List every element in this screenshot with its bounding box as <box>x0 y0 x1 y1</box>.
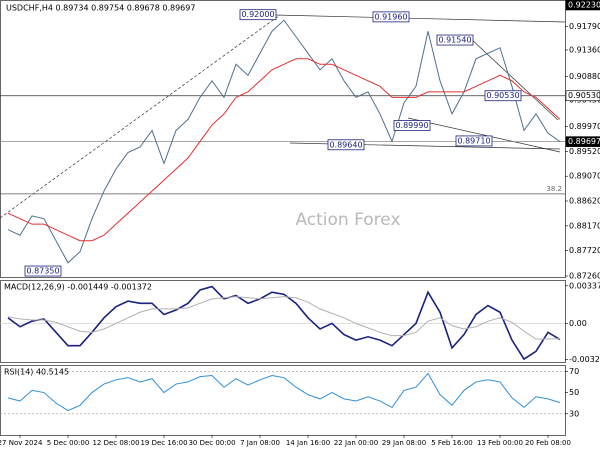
trend-lines <box>0 14 566 219</box>
x-tick-label: 22 Jan 00:00 <box>334 439 378 447</box>
y-tick-label: 0.00 <box>569 319 587 328</box>
y-tick-label: 0.87720 <box>569 246 600 255</box>
x-tick-label: 30 Dec 00:00 <box>188 439 235 447</box>
annotation-label: 0.89990 <box>395 121 428 130</box>
level-box <box>565 136 600 147</box>
y-tick-label: 0.88620 <box>569 197 600 206</box>
x-tick-label: 5 Feb 16:00 <box>431 439 472 447</box>
trend-line <box>407 117 561 153</box>
series-line <box>7 372 561 412</box>
chart-title: USDCHF,H4 0.89734 0.89754 0.89678 0.8969… <box>6 4 195 13</box>
x-tick-label: 19 Dec 16:00 <box>140 439 187 447</box>
annotation-box <box>372 11 410 23</box>
trend-line <box>274 14 566 23</box>
y-tick-label: 0.91790 <box>569 22 600 31</box>
y-tick-label: 0.87260 <box>569 272 600 281</box>
level-label: 0.89697 <box>568 137 600 146</box>
y-tick-label: 0.89520 <box>569 147 600 156</box>
x-tick-label: 5 Dec 00:00 <box>47 439 90 447</box>
annotation-label: 0.92000 <box>241 10 274 19</box>
macd-title: MACD(12,26,9) -0.001449 -0.001372 <box>4 283 152 292</box>
annotation-label: 0.91960 <box>374 12 407 21</box>
x-tick-label: 27 Nov 2024 <box>0 439 43 447</box>
annotation-label: 0.87350 <box>26 267 59 276</box>
y-tick-label: 0.00337 <box>569 281 600 290</box>
level-box <box>565 90 600 102</box>
y-tick-label: 70 <box>569 367 579 376</box>
y-tick-label: 30 <box>569 409 579 418</box>
x-tick-label: 12 Dec 08:00 <box>92 439 139 447</box>
annotation-label: 0.89710 <box>457 136 490 145</box>
y-tick-label: 50 <box>569 388 579 397</box>
y-tick-label: 0.88170 <box>569 221 600 230</box>
x-tick-label: 29 Jan 08:00 <box>382 439 426 447</box>
series-line <box>7 296 561 340</box>
frames <box>0 0 566 436</box>
annotation-box <box>393 120 431 131</box>
y-tick-label: 0.90880 <box>569 72 600 81</box>
watermark: Action Forex <box>295 210 400 230</box>
x-tick-label: 20 Feb 08:00 <box>525 439 571 447</box>
level-label: 0.92230 <box>568 1 600 10</box>
x-tick-label: 14 Jan 16:00 <box>286 439 330 447</box>
macd-frame <box>0 280 566 363</box>
x-tick-label: 13 Feb 00:00 <box>477 439 523 447</box>
rsi-frame <box>0 365 566 436</box>
fib-label: 38.2 <box>546 185 562 193</box>
annotation-box <box>327 139 365 151</box>
x-tick-label: 7 Jan 08:00 <box>240 439 280 447</box>
level-label: 0.90530 <box>568 91 600 100</box>
series-line <box>7 19 561 264</box>
annotation-label: 0.91540 <box>438 36 471 45</box>
annotation-box <box>24 265 62 277</box>
y-tick-label: -0.003227 <box>569 355 600 364</box>
y-tick-label: 0.89970 <box>569 122 600 131</box>
annotation-box <box>484 90 522 102</box>
trend-line <box>0 14 281 219</box>
annotation-box <box>239 9 277 21</box>
y-tick-label: 0.89070 <box>569 172 600 181</box>
annotation-box <box>436 34 474 46</box>
y-tick-label: 0.91360 <box>569 45 600 54</box>
trend-line <box>469 37 559 121</box>
rsi-title: RSI(14) 40.5145 <box>4 368 69 377</box>
level-box <box>565 0 600 11</box>
series-line <box>7 58 561 242</box>
annotation-label: 0.90530 <box>486 91 519 100</box>
annotation-label: 0.89640 <box>329 140 362 149</box>
price-frame <box>0 0 566 278</box>
annotation-box <box>455 135 493 147</box>
